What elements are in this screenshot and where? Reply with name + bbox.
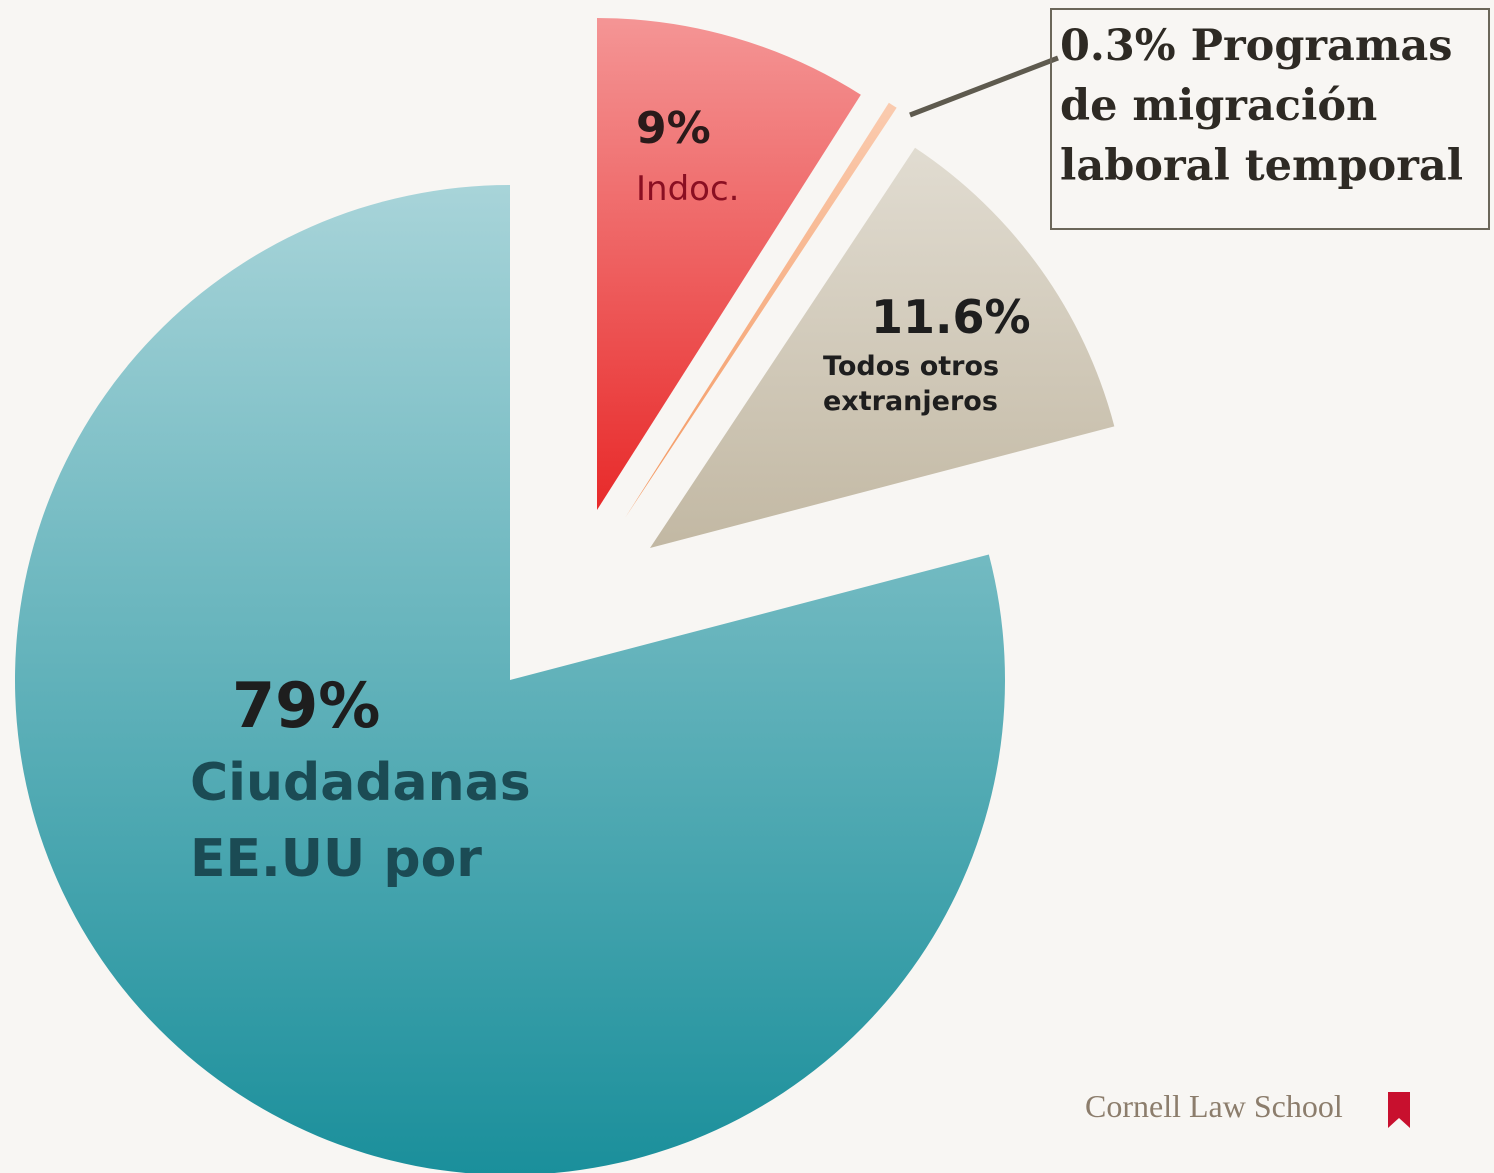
value-label: 0.3% — [1060, 21, 1176, 71]
value-label: 9% — [636, 103, 711, 154]
logo-mark — [1388, 1092, 1410, 1128]
slice-label: Indoc. — [636, 169, 740, 210]
value-label: 11.6% — [871, 290, 1031, 344]
slice-label: Todos otros extranjeros — [823, 350, 1000, 417]
slice-label-group: 79% Ciudadanas EE.UU por — [190, 669, 570, 897]
slice-label: Ciudadanas EE.UU por — [190, 753, 531, 889]
pie-slice — [650, 147, 1115, 548]
slice-label-group: 9% Indoc. — [636, 103, 836, 212]
callout-line — [909, 55, 1059, 118]
pie-slice — [15, 185, 1005, 1173]
pie-slice — [597, 18, 861, 510]
slice-label: Programas de migración laboral temporal — [1060, 21, 1464, 192]
value-label: 79% — [232, 669, 381, 742]
slice-label-group: 11.6% Todos otros extranjeros — [823, 290, 1031, 419]
logo-notch — [1388, 1118, 1410, 1128]
callout-box: 0.3% Programas de migración laboral temp… — [1050, 8, 1490, 230]
footer: Cornell Law School — [1085, 1088, 1343, 1124]
pie-slice — [625, 102, 897, 518]
